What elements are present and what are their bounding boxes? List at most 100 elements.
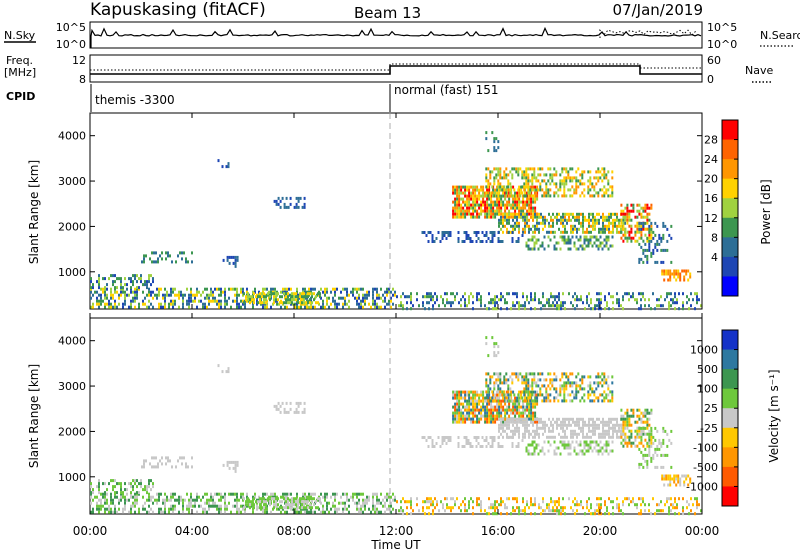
velocity-cell: [224, 504, 226, 508]
power-cell: [348, 299, 350, 303]
power-cell: [494, 307, 496, 311]
velocity-cell: [611, 390, 614, 394]
power-cell: [174, 299, 176, 303]
power-cell: [589, 241, 592, 245]
power-cell: [245, 295, 247, 299]
power-cell: [541, 194, 544, 198]
power-cell: [164, 293, 166, 297]
power-cell: [549, 173, 552, 177]
velocity-cell: [480, 411, 483, 415]
velocity-cell: [463, 445, 466, 448]
power-cell: [140, 280, 142, 284]
velocity-cell: [616, 435, 618, 439]
velocity-cell: [472, 399, 475, 403]
velocity-cell: [428, 512, 430, 516]
power-cell: [537, 173, 540, 177]
velocity-cell: [644, 426, 647, 430]
power-cell: [538, 227, 540, 231]
velocity-cell: [492, 408, 495, 412]
power-cell: [668, 292, 670, 296]
power-cell: [275, 199, 278, 203]
power-cell: [422, 304, 424, 308]
power-cell: [518, 301, 520, 305]
power-cell: [490, 212, 493, 216]
power-cell: [596, 212, 598, 216]
velocity-cell: [546, 503, 548, 507]
velocity-cell: [462, 417, 465, 421]
velocity-cell: [140, 485, 142, 489]
power-cell: [216, 299, 218, 303]
power-cell: [336, 305, 338, 309]
velocity-cell: [541, 446, 544, 450]
power-cell: [569, 176, 572, 180]
power-cell: [437, 231, 440, 234]
velocity-cell: [90, 492, 92, 496]
power-cell: [322, 302, 324, 306]
velocity-cell: [134, 498, 136, 502]
velocity-cell: [504, 396, 507, 400]
power-cell: [563, 176, 566, 180]
power-cell: [473, 231, 476, 234]
velocity-cell: [642, 429, 645, 433]
power-cell: [485, 240, 488, 243]
power-cell: [578, 215, 580, 219]
power-cell: [358, 305, 360, 309]
power-cell: [558, 292, 560, 296]
velocity-cell: [552, 417, 554, 421]
power-cell: [644, 248, 647, 252]
velocity-cell: [566, 417, 568, 421]
velocity-cell: [374, 507, 376, 511]
velocity-cell: [324, 510, 326, 514]
velocity-cell: [499, 381, 502, 385]
power-cell: [114, 305, 116, 309]
velocity-cell: [394, 498, 396, 502]
velocity-cell: [172, 504, 174, 508]
velocity-cell: [493, 436, 496, 439]
velocity-cell: [444, 497, 446, 501]
velocity-cell: [521, 381, 524, 385]
velocity-cell: [502, 420, 505, 424]
velocity-cell: [384, 501, 386, 505]
velocity-cell: [536, 429, 538, 433]
power-cell: [490, 298, 492, 302]
power-cell: [460, 185, 463, 189]
power-cell: [579, 194, 582, 198]
velocity-cell: [622, 500, 624, 504]
power-cell: [591, 194, 594, 198]
velocity-cell: [581, 375, 584, 379]
velocity-cell: [545, 378, 548, 382]
power-cell: [530, 185, 533, 189]
power-cell: [257, 301, 259, 305]
velocity-cell: [230, 492, 232, 496]
velocity-cell: [100, 507, 102, 511]
power-cell: [532, 224, 534, 228]
velocity-cell: [441, 439, 444, 442]
velocity-cell: [238, 510, 240, 514]
power-cell: [502, 224, 504, 228]
velocity-cell: [152, 495, 154, 499]
power-cell: [493, 149, 496, 153]
power-cell: [291, 298, 293, 302]
power-cell: [535, 176, 538, 180]
velocity-cell: [102, 504, 104, 508]
velocity-cell: [372, 507, 374, 511]
velocity-cell: [452, 405, 455, 409]
power-cell: [592, 307, 594, 311]
power-cell: [666, 248, 669, 252]
power-cell: [526, 200, 529, 204]
power-cell: [685, 272, 688, 276]
power-cell: [259, 292, 261, 296]
power-cell: [171, 260, 173, 264]
power-cell: [110, 305, 112, 309]
power-cell: [642, 239, 645, 243]
power-cell: [275, 292, 277, 296]
velocity-cell: [548, 506, 550, 510]
power-cell: [434, 292, 436, 296]
velocity-cell: [529, 393, 532, 397]
power-cell: [307, 292, 309, 296]
velocity-cell: [564, 423, 566, 427]
velocity-cell: [476, 497, 478, 501]
velocity-cell: [479, 445, 482, 448]
power-cell: [622, 212, 625, 216]
velocity-cell: [224, 507, 226, 511]
